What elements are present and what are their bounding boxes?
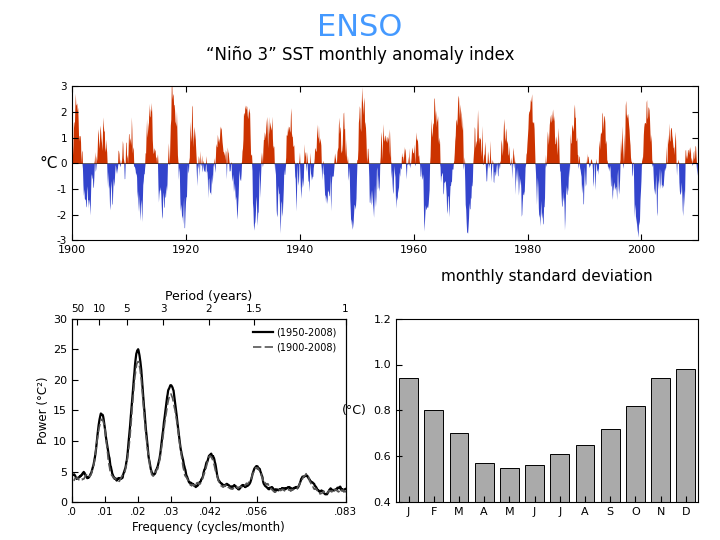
Text: monthly standard deviation: monthly standard deviation bbox=[441, 268, 653, 284]
Bar bbox=[600, 429, 620, 540]
Text: “Niño 3” SST monthly anomaly index: “Niño 3” SST monthly anomaly index bbox=[206, 46, 514, 64]
Line: (1900-2008): (1900-2008) bbox=[73, 361, 346, 494]
(1900-2008) bbox=[69, 477, 78, 483]
(1950-2008) bbox=[251, 463, 260, 470]
(1950-2008) bbox=[341, 485, 350, 492]
(1950-2008) bbox=[140, 403, 148, 410]
(1950-2008) bbox=[193, 483, 202, 489]
Bar bbox=[676, 369, 696, 540]
(1900-2008) bbox=[274, 487, 283, 493]
(1900-2008) bbox=[230, 483, 239, 490]
(1900-2008) bbox=[316, 491, 325, 497]
(1900-2008) bbox=[251, 464, 260, 471]
(1950-2008) bbox=[134, 346, 143, 353]
Y-axis label: (°C): (°C) bbox=[341, 404, 366, 417]
(1950-2008) bbox=[323, 491, 331, 497]
Bar bbox=[525, 465, 544, 540]
Y-axis label: °C: °C bbox=[40, 156, 58, 171]
(1950-2008) bbox=[117, 475, 126, 482]
(1900-2008) bbox=[341, 488, 350, 494]
Y-axis label: Power (°C²): Power (°C²) bbox=[37, 377, 50, 444]
Bar bbox=[424, 410, 444, 540]
X-axis label: Frequency (cycles/month): Frequency (cycles/month) bbox=[132, 521, 285, 534]
(1950-2008) bbox=[230, 482, 239, 488]
Bar bbox=[449, 433, 469, 540]
Legend: (1950-2008), (1900-2008): (1950-2008), (1900-2008) bbox=[249, 323, 341, 356]
Bar bbox=[399, 378, 418, 540]
Bar bbox=[474, 463, 494, 540]
Bar bbox=[500, 468, 519, 540]
(1950-2008) bbox=[274, 487, 283, 493]
(1900-2008) bbox=[193, 480, 202, 486]
Bar bbox=[626, 406, 645, 540]
(1950-2008) bbox=[69, 471, 78, 478]
Bar bbox=[651, 378, 670, 540]
Text: ENSO: ENSO bbox=[318, 14, 402, 43]
Bar bbox=[550, 454, 570, 540]
(1900-2008) bbox=[140, 409, 148, 416]
Bar bbox=[575, 445, 595, 540]
(1900-2008) bbox=[134, 358, 143, 365]
X-axis label: Period (years): Period (years) bbox=[165, 289, 253, 302]
(1900-2008) bbox=[117, 473, 126, 480]
Line: (1950-2008): (1950-2008) bbox=[73, 349, 346, 494]
